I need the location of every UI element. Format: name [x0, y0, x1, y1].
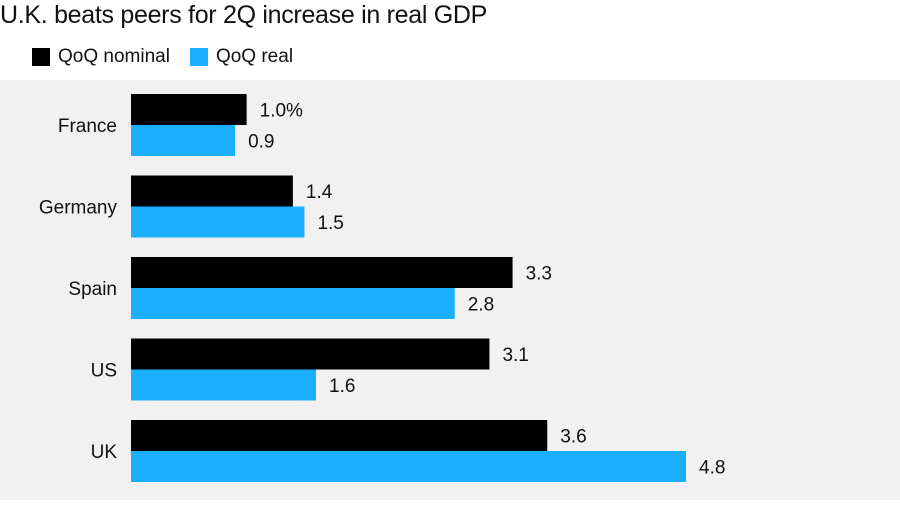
- category-label: US: [91, 361, 117, 382]
- bar-real: [131, 369, 316, 401]
- value-label: 3.3: [526, 264, 552, 285]
- value-label: 1.6: [329, 376, 355, 397]
- bar-chart: France 1.0% 0.9 Germany 1.4 1.5 Spain 3.3 2.8 US 3…: [39, 94, 725, 482]
- bar-nominal: [131, 420, 548, 451]
- value-label: 1.4: [306, 182, 333, 203]
- chart-legend: QoQ nominal QoQ real: [32, 46, 313, 68]
- value-label: 3.6: [560, 427, 586, 448]
- category-label: Spain: [68, 279, 117, 300]
- value-label: 0.9: [248, 132, 274, 153]
- bar-real: [131, 206, 305, 238]
- legend-label-real: QoQ real: [215, 46, 294, 67]
- bar-real: [131, 451, 686, 482]
- legend-item-real: QoQ real: [189, 46, 294, 68]
- legend-item-nominal: QoQ nominal: [32, 46, 170, 68]
- category-label: Germany: [39, 198, 118, 219]
- category-label: UK: [91, 442, 118, 463]
- chart-title: U.K. beats peers for 2Q increase in real…: [0, 1, 488, 29]
- value-label: 3.1: [502, 345, 528, 366]
- chart-plot-area: France 1.0% 0.9 Germany 1.4 1.5 Spain 3.3 2.8 US 3…: [0, 80, 900, 500]
- bar-real: [131, 125, 236, 156]
- value-label: 4.8: [699, 458, 725, 479]
- value-label: 1.5: [317, 213, 343, 234]
- category-label: France: [58, 116, 117, 137]
- bar-nominal: [131, 338, 490, 370]
- bar-nominal: [131, 257, 513, 288]
- bar-real: [131, 288, 455, 319]
- value-label: 1.0%: [260, 101, 303, 122]
- bar-nominal: [131, 175, 293, 207]
- legend-label-nominal: QoQ nominal: [58, 46, 170, 67]
- bar-nominal: [131, 94, 247, 125]
- legend-swatch-nominal: [32, 48, 50, 66]
- legend-swatch-real: [189, 48, 208, 66]
- value-label: 2.8: [468, 295, 494, 316]
